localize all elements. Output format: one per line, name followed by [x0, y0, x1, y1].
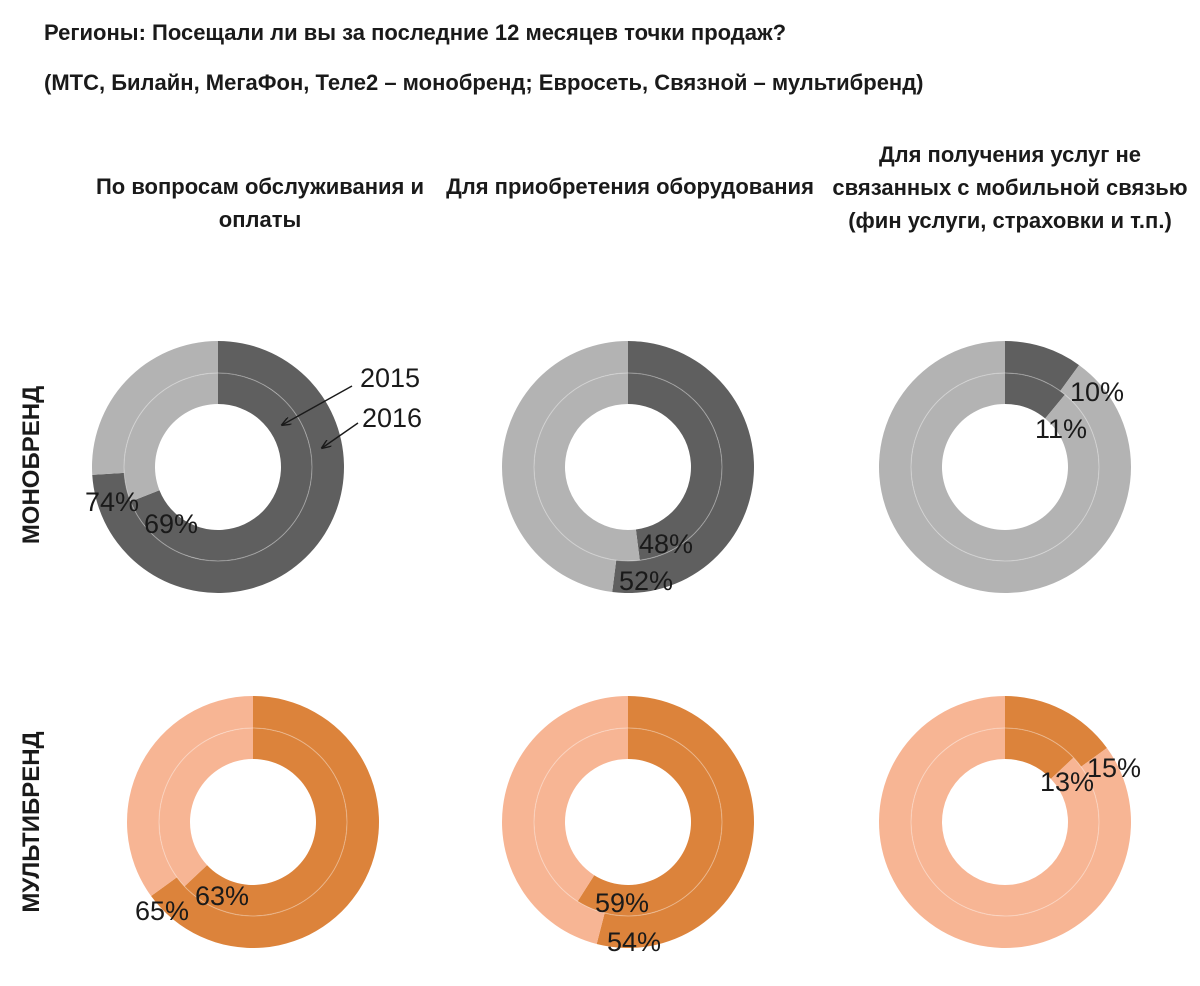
donut-multibrand-service: 63%65%	[127, 696, 379, 949]
slice-2015-rest	[158, 728, 253, 887]
chart-title: Регионы: Посещали ли вы за последние 12 …	[44, 20, 787, 45]
slice-2016-rest	[501, 341, 628, 593]
legend-label-2015: 2015	[360, 363, 420, 393]
legend-arrow-2015	[282, 385, 353, 425]
slice-2015-rest	[534, 373, 640, 561]
data-label-2016: 52%	[619, 566, 673, 596]
legend-arrow-2016	[322, 422, 359, 448]
ring-separator	[910, 727, 1100, 917]
slice-2015-rest	[533, 728, 628, 902]
ring-separator	[910, 372, 1100, 562]
ring-separator	[158, 727, 348, 917]
data-label-2015: 69%	[144, 509, 198, 539]
column-header-service: По вопросам обслуживания и оплаты	[95, 174, 425, 232]
slice-2015-value	[1005, 728, 1074, 779]
column-header-equipment: Для приобретения оборудования	[446, 174, 814, 199]
slice-2015-rest	[124, 373, 218, 502]
slice-2016-value	[1005, 341, 1080, 391]
slice-2016-value	[1005, 696, 1107, 767]
data-label-2016: 54%	[607, 927, 661, 957]
slice-2016-rest	[501, 696, 628, 945]
slice-2015-rest	[910, 728, 1099, 916]
donut-monobrand-non-mobile: 11%10%	[879, 341, 1131, 593]
chart-subtitle: (МТС, Билайн, МегаФон, Теле2 – монобренд…	[44, 70, 924, 95]
donut-monobrand-service: 69%74%	[85, 341, 345, 593]
data-label-2016: 10%	[1070, 377, 1124, 407]
slice-2016-rest	[127, 696, 253, 897]
ring-separator	[123, 372, 313, 562]
slice-2016-value	[612, 341, 754, 593]
legend-label-2016: 2016	[362, 403, 422, 433]
slice-2016-value	[596, 696, 754, 948]
column-header-non-mobile: Для получения услуг не связанных с мобил…	[832, 142, 1188, 233]
legend: 2015 2016	[282, 363, 422, 448]
ring-separator	[533, 372, 723, 562]
data-label-2015: 11%	[1035, 414, 1087, 444]
slice-2015-value	[184, 728, 347, 916]
data-label-2016: 15%	[1087, 753, 1141, 783]
slice-2015-value	[628, 372, 723, 561]
slice-2015-rest	[910, 373, 1099, 561]
data-label-2015: 59%	[595, 888, 649, 918]
slice-2015-value	[130, 373, 312, 561]
data-label-2015: 63%	[195, 881, 249, 911]
slice-2015-value	[1005, 373, 1065, 419]
data-label-2015: 48%	[639, 529, 693, 559]
ring-separator	[533, 727, 723, 917]
data-label-2015: 13%	[1040, 767, 1094, 797]
data-label-2016: 74%	[85, 487, 139, 517]
donut-multibrand-non-mobile: 13%15%	[879, 696, 1141, 949]
data-label-2016: 65%	[135, 896, 189, 926]
donut-monobrand-equipment: 48%52%	[501, 341, 754, 596]
slice-2016-rest	[92, 341, 218, 475]
slice-2015-value	[577, 728, 722, 916]
donut-multibrand-equipment: 59%54%	[501, 696, 754, 957]
